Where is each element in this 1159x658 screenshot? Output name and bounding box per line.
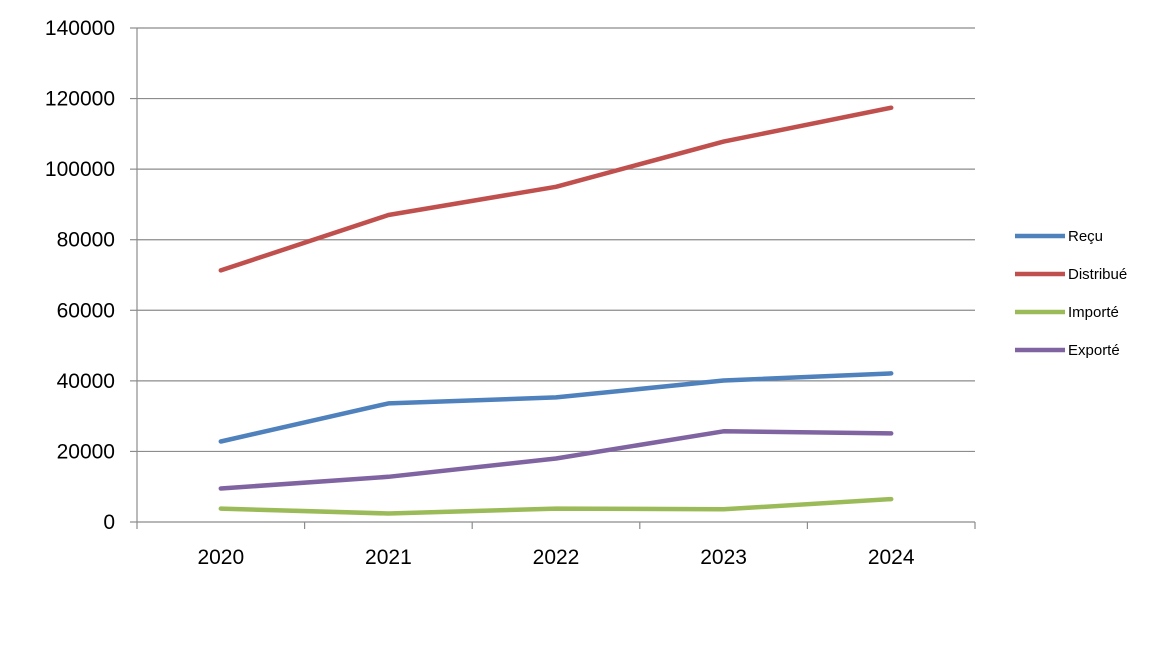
series-line-0 <box>218 371 894 444</box>
legend-label: Distribué <box>1068 266 1127 283</box>
series-line-2 <box>218 496 894 516</box>
x-axis-tick-labels: 2020 2021 2022 2023 2024 <box>197 546 914 569</box>
series-lines <box>218 105 894 516</box>
y-tick-label: 120000 <box>45 88 115 111</box>
x-tick-label: 2024 <box>868 546 915 569</box>
axes <box>130 27 976 529</box>
y-tick-label: 40000 <box>57 370 115 393</box>
x-tick-label: 2023 <box>700 546 747 569</box>
y-tick-label: 60000 <box>57 299 115 322</box>
y-tick-label: 0 <box>103 511 115 534</box>
series-line-3 <box>218 429 894 491</box>
x-tick-label: 2022 <box>533 546 580 569</box>
x-tick-label: 2021 <box>365 546 412 569</box>
y-tick-label: 140000 <box>45 17 115 40</box>
series-line-1 <box>218 105 894 273</box>
y-tick-label: 20000 <box>57 440 115 463</box>
legend-label: Reçu <box>1068 228 1103 245</box>
legend-label: Importé <box>1068 304 1119 321</box>
legend: Reçu Distribué Importé Exporté <box>1015 228 1127 359</box>
y-axis-tick-labels: 0 20000 40000 60000 80000 100000 120000 140000 <box>45 17 115 534</box>
y-tick-label: 80000 <box>57 229 115 252</box>
x-tick-label: 2020 <box>197 546 244 569</box>
gridlines <box>137 27 975 453</box>
y-tick-label: 100000 <box>45 158 115 181</box>
legend-label: Exporté <box>1068 342 1120 359</box>
